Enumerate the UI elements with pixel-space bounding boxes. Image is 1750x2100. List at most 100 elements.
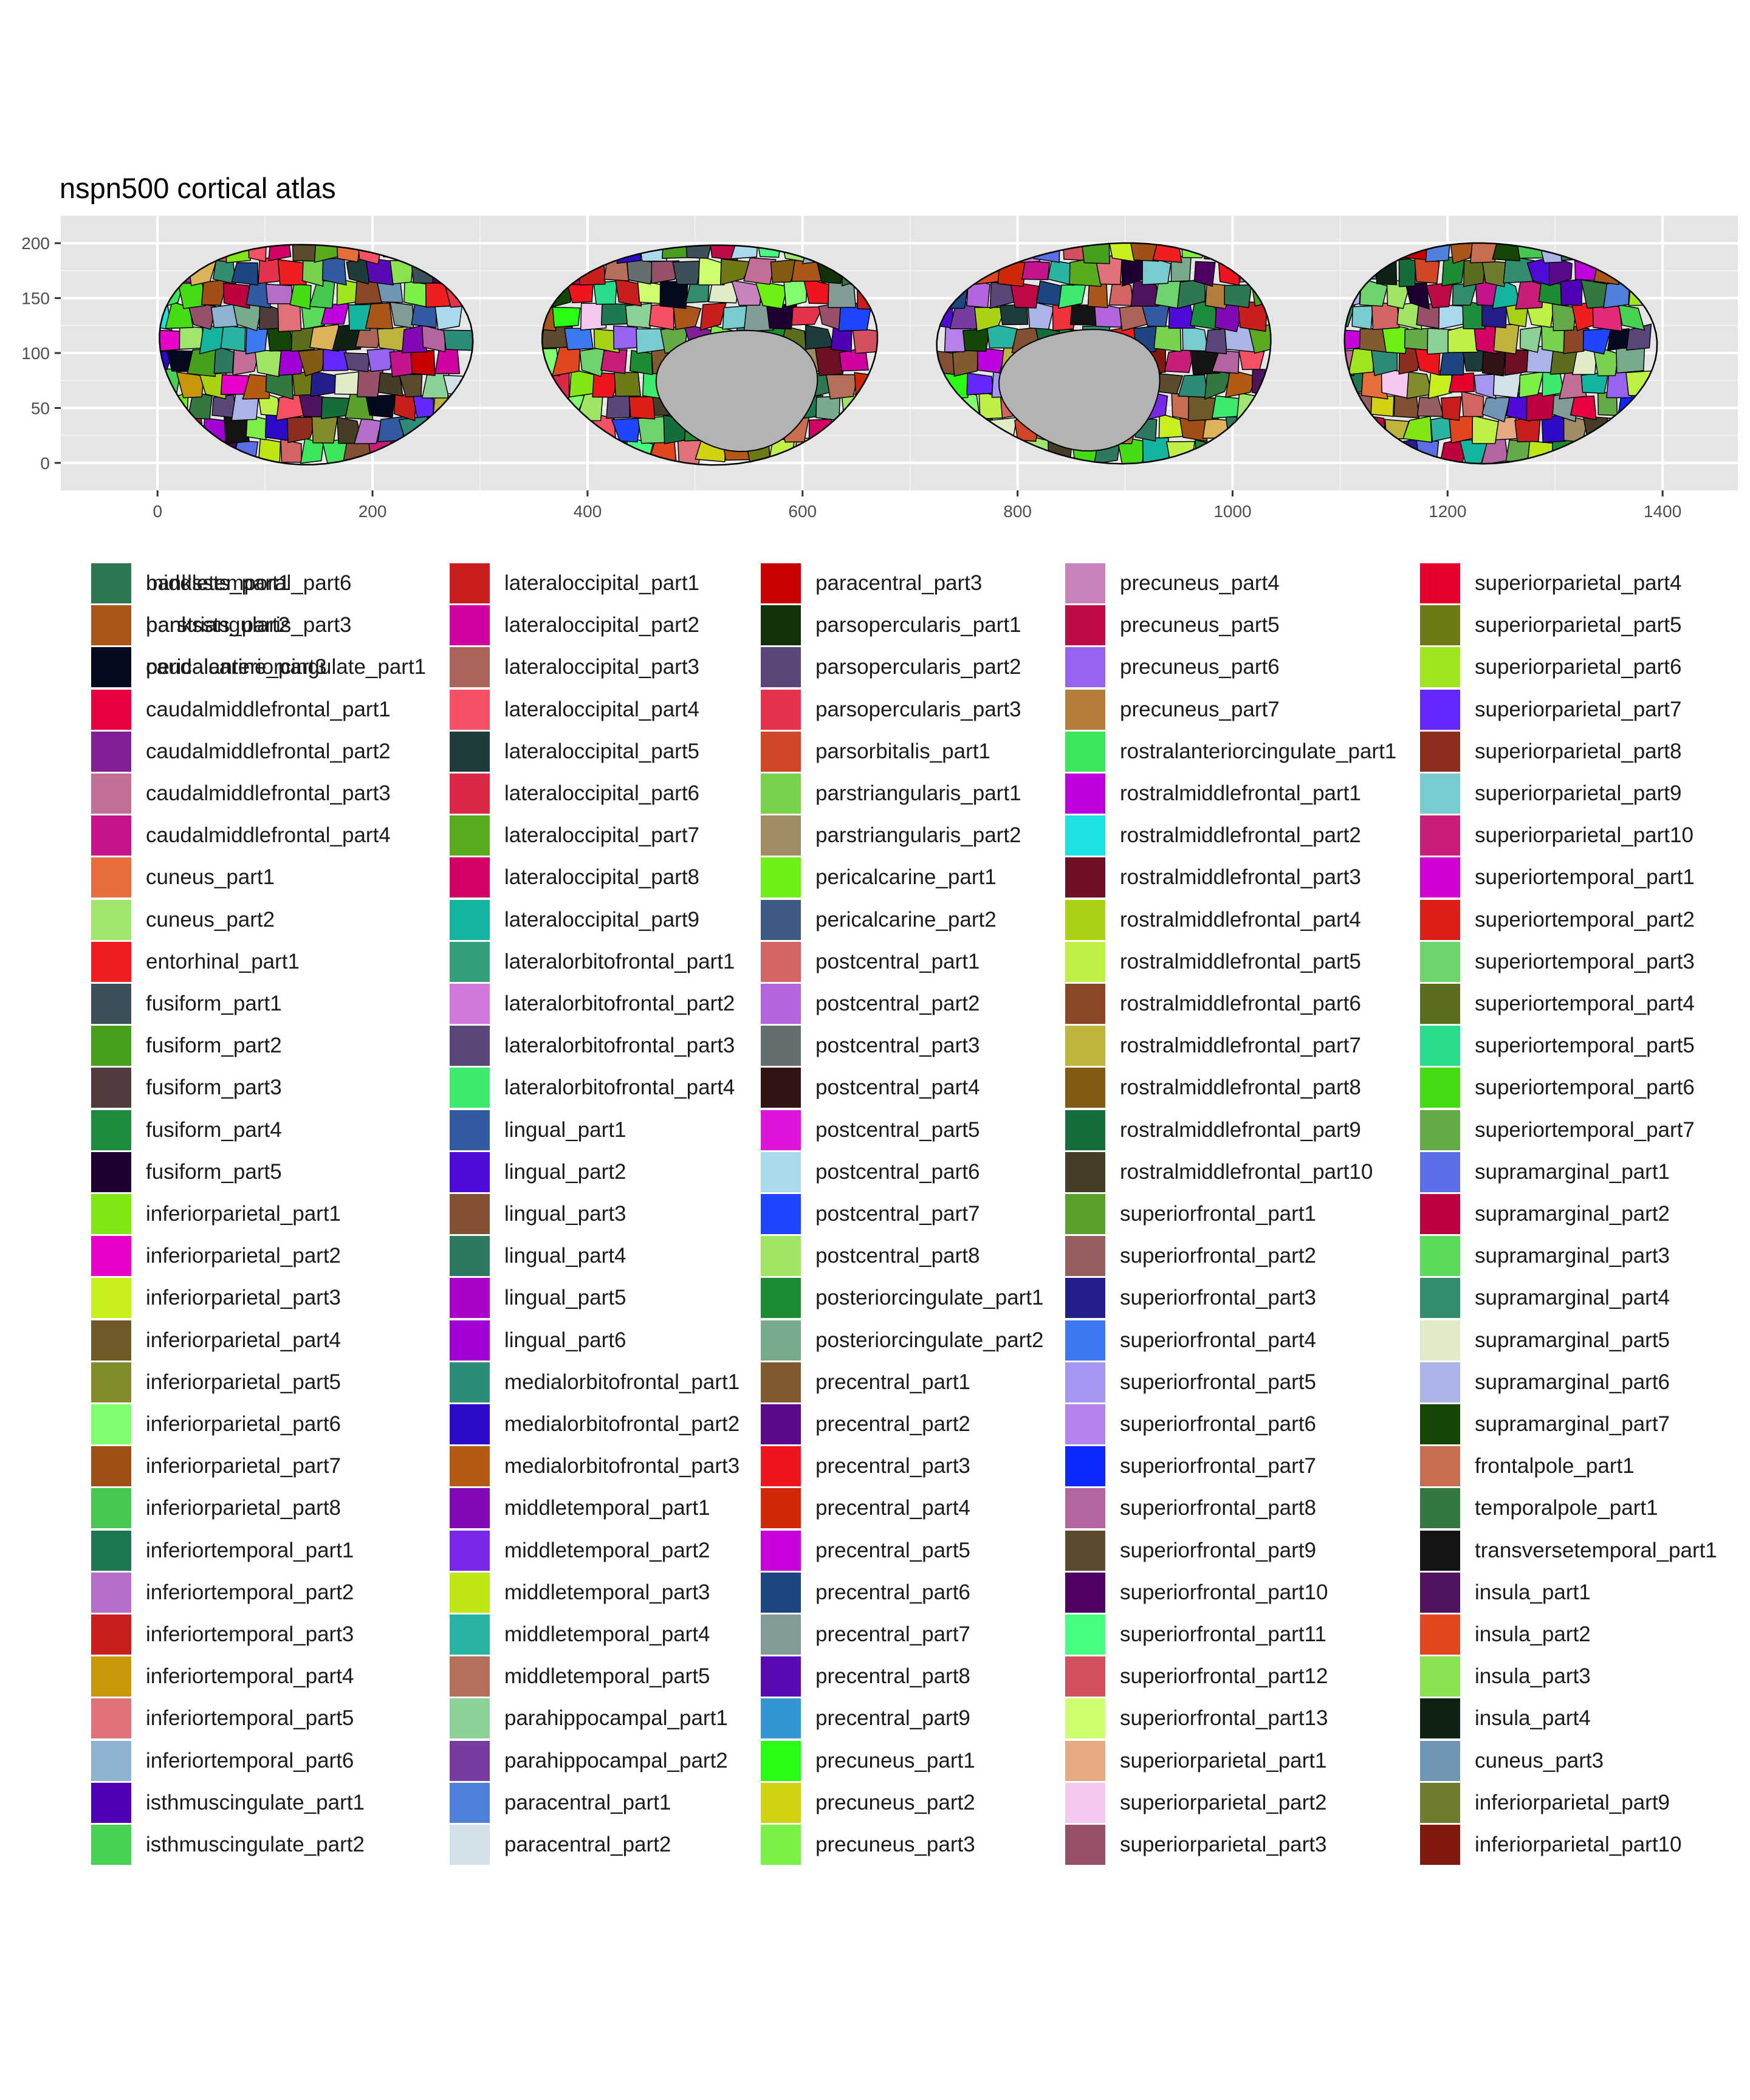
legend-swatch xyxy=(450,899,490,940)
legend-swatch xyxy=(1065,1488,1105,1529)
legend-label: lateraloccipital_part9 xyxy=(504,907,700,932)
legend-label: superiorparietal_part4 xyxy=(1475,571,1682,595)
parcel xyxy=(852,327,877,354)
legend-label: cuneus_part3 xyxy=(1475,1748,1604,1772)
legend-swatch xyxy=(450,1110,490,1150)
legend-label: paracentral_part1 xyxy=(504,1790,671,1814)
legend-label: lingual_part2 xyxy=(504,1159,626,1184)
legend-swatch xyxy=(761,1362,801,1402)
legend-swatch xyxy=(1065,605,1105,646)
legend-label: lateralorbitofrontal_part1 xyxy=(504,949,735,973)
parcel xyxy=(1021,260,1051,281)
legend-swatch xyxy=(1420,857,1460,898)
legend-label: middletemporal_part2 xyxy=(504,1538,710,1562)
legend-label: caudalanteriorcingulate_part1 xyxy=(146,655,427,679)
medial-wall xyxy=(655,329,818,453)
legend-label: precentral_part8 xyxy=(815,1664,970,1689)
legend-label: precentral_part4 xyxy=(815,1496,970,1520)
legend-label: middletemporal_part6 xyxy=(146,571,352,595)
legend-label: rostralanteriorcingulate_part1 xyxy=(1120,739,1397,763)
legend-swatch xyxy=(761,899,801,940)
legend-label: temporalpole_part1 xyxy=(1475,1496,1658,1520)
parcel xyxy=(628,396,656,420)
legend-swatch xyxy=(1065,941,1105,982)
parcel xyxy=(1108,278,1134,306)
legend-label: superiorfrontal_part3 xyxy=(1120,1286,1316,1310)
parcel xyxy=(321,257,347,286)
legend-swatch xyxy=(91,857,131,898)
legend-label: superiorfrontal_part4 xyxy=(1120,1328,1316,1352)
legend-label: medialorbitofrontal_part3 xyxy=(504,1454,740,1478)
legend-label: inferiortemporal_part1 xyxy=(146,1538,354,1562)
legend-swatch xyxy=(761,1068,801,1108)
legend-label: superiorfrontal_part10 xyxy=(1120,1580,1328,1604)
legend-swatch xyxy=(761,605,801,646)
parcel xyxy=(962,328,990,352)
legend-label: lingual_part3 xyxy=(504,1202,626,1226)
legend-label: superiorfrontal_part5 xyxy=(1120,1370,1316,1394)
legend-swatch xyxy=(1420,1446,1460,1487)
legend-label: superiorfrontal_part6 xyxy=(1120,1412,1316,1436)
parcel xyxy=(672,303,702,331)
parcel xyxy=(289,283,312,310)
legend-label: fusiform_part1 xyxy=(146,992,282,1015)
legend-label: inferiorparietal_part2 xyxy=(146,1244,341,1268)
legend-label: superiorfrontal_part9 xyxy=(1120,1538,1316,1562)
legend-label: inferiorparietal_part6 xyxy=(146,1412,341,1436)
parcel xyxy=(265,283,293,304)
legend-label: superiortemporal_part2 xyxy=(1475,907,1695,932)
legend-swatch xyxy=(450,1068,490,1108)
parcel xyxy=(1404,282,1430,310)
legend-swatch xyxy=(450,731,490,772)
brain-view-left-lateral xyxy=(159,244,473,465)
legend-label: parstriangularis_part1 xyxy=(815,781,1021,805)
legend-label: parstriangularis_part3 xyxy=(146,613,352,637)
legend-label: supramarginal_part3 xyxy=(1475,1244,1670,1268)
legend-label: precentral_part3 xyxy=(815,1454,970,1478)
legend-label: lateralorbitofrontal_part3 xyxy=(504,1034,735,1058)
legend-label: lateraloccipital_part8 xyxy=(504,865,700,890)
legend-swatch xyxy=(1065,1446,1105,1487)
parcel xyxy=(1607,328,1630,351)
legend-label: postcentral_part6 xyxy=(815,1159,980,1184)
legend-swatch xyxy=(450,1236,490,1277)
parcel xyxy=(1178,374,1209,398)
legend-swatch xyxy=(761,774,801,814)
parcel xyxy=(314,244,341,263)
parcel xyxy=(625,303,652,329)
legend-swatch xyxy=(1420,1194,1460,1234)
parcel xyxy=(179,325,205,350)
legend-swatch xyxy=(91,731,131,772)
parcel xyxy=(365,302,394,329)
legend-label: precentral_part9 xyxy=(815,1706,970,1731)
parcel xyxy=(434,305,463,331)
legend-swatch xyxy=(761,815,801,856)
legend-label: superiortemporal_part1 xyxy=(1475,865,1695,890)
parcel xyxy=(1164,348,1195,373)
legend-label: medialorbitofrontal_part2 xyxy=(504,1412,740,1436)
legend-swatch xyxy=(1065,1151,1105,1192)
legend-swatch xyxy=(450,1320,490,1361)
parcel xyxy=(1414,256,1440,284)
legend-swatch xyxy=(91,1194,131,1234)
parcel xyxy=(389,301,414,329)
legend-label: precuneus_part4 xyxy=(1120,571,1280,595)
brain-outline xyxy=(159,244,474,465)
legend-swatch xyxy=(91,1698,131,1739)
legend-swatch xyxy=(761,563,801,603)
legend-swatch xyxy=(1420,1656,1460,1697)
parcel xyxy=(403,280,427,307)
x-tick-label: 200 xyxy=(359,502,387,521)
legend-label: superiorparietal_part6 xyxy=(1475,655,1682,679)
legend-label: bankssts_part1 xyxy=(146,571,290,595)
legend-label: middletemporal_part3 xyxy=(504,1580,710,1604)
legend-swatch xyxy=(761,731,801,772)
legend-swatch xyxy=(1065,815,1105,856)
legend-swatch xyxy=(450,1026,490,1066)
legend-label: middletemporal_part5 xyxy=(504,1664,710,1689)
parcel xyxy=(1618,304,1645,331)
parcel xyxy=(1404,328,1435,351)
legend-label: supramarginal_part6 xyxy=(1475,1370,1670,1394)
legend-swatch xyxy=(761,984,801,1024)
parcel xyxy=(685,245,713,259)
